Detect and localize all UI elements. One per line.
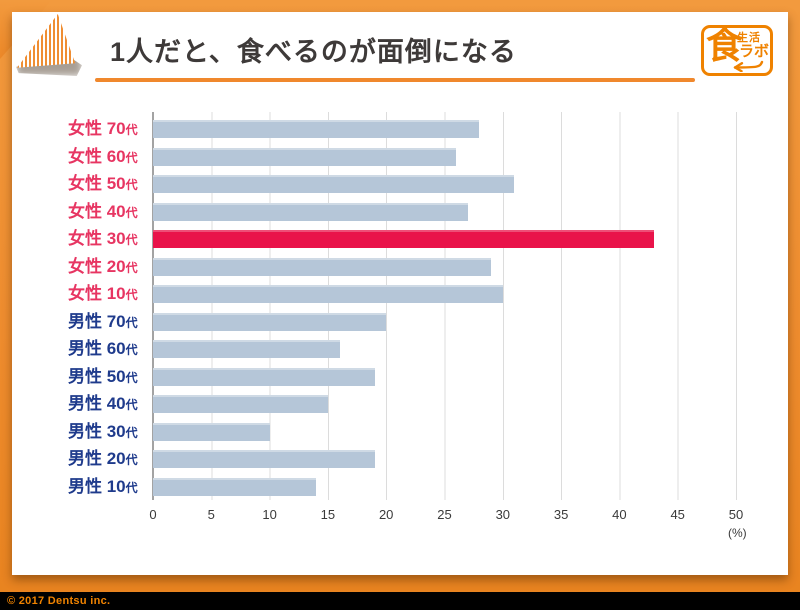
x-axis-tick-label: 15 <box>320 507 336 522</box>
bar <box>153 478 317 497</box>
chart-axis-line <box>152 112 154 500</box>
logo-labo-text: ラボ <box>739 43 770 60</box>
x-axis-tick-label: 5 <box>207 507 215 522</box>
x-axis-tick-label: 0 <box>149 507 157 522</box>
bar-highlighted <box>153 230 655 249</box>
bar <box>153 450 375 469</box>
category-label: 女性 30代 <box>68 229 138 249</box>
x-axis-tick-label: 25 <box>437 507 452 522</box>
category-label: 男性 30代 <box>68 421 138 441</box>
bar <box>153 422 270 441</box>
page-title: 1人だと、食べるのが面倒になる <box>110 37 517 67</box>
category-label: 女性 40代 <box>68 201 138 221</box>
shoku-seikatsu-labo-logo: 食 生活 ラボ <box>701 25 773 76</box>
bar <box>153 340 340 359</box>
category-label: 女性 50代 <box>68 174 138 194</box>
chart-gridlines <box>153 112 737 500</box>
bar <box>153 312 387 331</box>
x-axis-tick-label: 50 <box>728 507 744 522</box>
category-label: 男性 10代 <box>68 477 138 497</box>
x-axis-tick-label: 20 <box>378 507 394 522</box>
category-label: 男性 70代 <box>68 311 138 331</box>
bar <box>153 285 503 304</box>
category-label: 男性 40代 <box>68 394 138 414</box>
copyright-text: © 2017 Dentsu inc. <box>7 595 111 607</box>
axis-unit-label: (%) <box>728 526 747 540</box>
category-label: 女性 60代 <box>68 146 138 166</box>
x-axis-tick-label: 30 <box>495 507 511 522</box>
title-underline <box>95 78 695 82</box>
bar <box>153 175 515 194</box>
footer-bar: © 2017 Dentsu inc. <box>0 592 800 610</box>
category-label: 男性 20代 <box>68 449 138 469</box>
category-label: 女性 20代 <box>68 256 138 276</box>
bar <box>153 202 468 221</box>
x-axis-tick-label: 40 <box>612 507 627 522</box>
category-label: 男性 50代 <box>68 366 138 386</box>
x-axis-tick-label: 45 <box>670 507 685 522</box>
category-label: 男性 60代 <box>68 339 138 359</box>
category-label: 女性 70代 <box>68 119 138 138</box>
bar <box>153 367 375 386</box>
page: 1人だと、食べるのが面倒になる 食 生活 ラボ (%) 女性 70代 女性 60代… <box>12 12 788 575</box>
x-axis-tick-label: 35 <box>553 507 569 522</box>
bar-chart: (%) 女性 70代 女性 60代 女性 50代 女性 40代 女性 30代 女性 20代… <box>12 12 788 575</box>
logo-seikatsu-text: 生活 <box>737 32 761 44</box>
header: 1人だと、食べるのが面倒になる <box>95 26 707 82</box>
logo-shoku-character: 食 <box>706 25 743 66</box>
logo-left-arrow-icon <box>728 59 764 77</box>
bar <box>153 120 480 138</box>
bar <box>153 395 328 414</box>
x-axis-tick-label: 10 <box>262 507 277 522</box>
bar <box>153 257 492 276</box>
bar <box>153 147 457 166</box>
category-label: 女性 10代 <box>68 284 138 304</box>
